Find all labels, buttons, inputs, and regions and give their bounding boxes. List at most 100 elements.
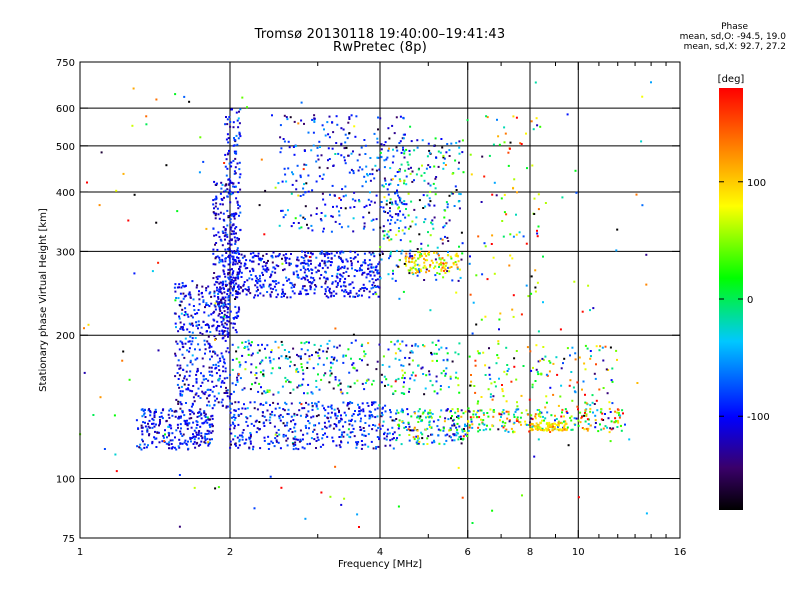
data-point xyxy=(249,432,252,434)
data-point xyxy=(326,260,329,263)
data-point xyxy=(214,214,217,217)
data-point xyxy=(169,439,172,442)
data-point xyxy=(372,218,375,221)
data-point xyxy=(369,179,372,182)
data-point xyxy=(397,194,399,197)
data-point xyxy=(196,367,199,370)
data-point xyxy=(191,316,194,319)
data-point xyxy=(256,408,259,411)
data-point xyxy=(386,432,389,435)
data-point xyxy=(237,374,240,377)
data-point xyxy=(410,166,412,169)
data-point xyxy=(286,421,289,424)
data-point xyxy=(340,142,343,145)
data-point xyxy=(320,378,323,381)
data-point xyxy=(302,267,305,269)
data-point xyxy=(349,257,352,259)
data-point xyxy=(391,419,394,422)
data-point xyxy=(234,227,237,230)
data-point xyxy=(602,419,605,421)
data-point xyxy=(437,165,440,168)
data-point xyxy=(403,262,406,265)
data-point xyxy=(366,402,369,405)
data-point xyxy=(193,441,196,444)
data-point xyxy=(236,379,239,382)
data-point xyxy=(228,278,231,281)
data-point xyxy=(195,392,198,395)
data-point xyxy=(497,428,500,431)
data-point xyxy=(286,357,289,360)
data-point xyxy=(204,391,207,394)
data-point xyxy=(201,333,204,336)
data-point xyxy=(297,222,300,224)
data-point xyxy=(545,401,548,404)
data-point xyxy=(389,253,392,256)
data-point xyxy=(340,433,343,436)
data-point xyxy=(260,361,263,364)
data-point xyxy=(615,249,618,252)
data-point xyxy=(398,358,401,361)
data-point xyxy=(204,416,207,418)
data-point xyxy=(100,151,103,154)
data-point xyxy=(192,305,195,307)
data-point xyxy=(599,345,602,348)
data-point xyxy=(379,206,382,208)
data-point xyxy=(141,438,144,441)
data-point xyxy=(412,436,415,439)
data-point xyxy=(492,143,495,146)
data-point xyxy=(232,276,235,279)
data-point xyxy=(232,258,235,261)
data-point xyxy=(411,344,414,347)
data-point xyxy=(372,228,375,231)
data-point xyxy=(371,270,374,273)
data-point xyxy=(378,423,381,426)
data-point xyxy=(534,428,537,430)
data-point xyxy=(348,295,351,298)
data-point xyxy=(452,262,455,265)
data-point xyxy=(528,398,531,401)
data-point xyxy=(364,382,367,384)
data-point xyxy=(554,414,556,417)
data-point xyxy=(477,409,480,412)
data-point xyxy=(392,269,394,272)
data-point xyxy=(241,431,244,434)
data-point xyxy=(193,438,196,441)
data-point xyxy=(430,221,433,224)
data-point xyxy=(259,292,262,295)
data-point xyxy=(363,261,366,264)
data-point xyxy=(548,421,551,424)
data-point xyxy=(477,430,480,433)
data-point xyxy=(594,422,597,424)
data-point xyxy=(290,262,292,265)
data-point xyxy=(275,440,278,443)
data-point xyxy=(404,133,406,136)
data-point xyxy=(490,243,493,245)
data-point xyxy=(607,417,610,420)
data-point xyxy=(286,279,289,282)
data-point xyxy=(486,116,489,119)
data-point xyxy=(204,306,206,309)
data-point xyxy=(316,407,319,410)
data-point xyxy=(222,281,224,283)
data-point xyxy=(361,269,363,272)
data-point xyxy=(305,293,308,296)
data-point xyxy=(337,152,340,155)
data-point xyxy=(197,309,200,311)
data-point xyxy=(276,293,279,296)
data-point xyxy=(503,193,506,196)
data-point xyxy=(184,439,187,442)
data-point xyxy=(229,402,232,405)
data-point xyxy=(414,374,417,377)
data-point xyxy=(154,430,156,433)
data-point xyxy=(423,257,425,260)
data-point xyxy=(223,358,226,361)
data-point xyxy=(355,441,358,444)
data-point xyxy=(516,405,519,408)
data-point xyxy=(395,418,398,420)
data-point xyxy=(181,411,184,414)
data-point xyxy=(274,255,277,258)
data-point xyxy=(529,423,532,426)
data-point xyxy=(311,408,314,411)
data-point xyxy=(446,206,449,209)
data-point xyxy=(457,438,460,441)
